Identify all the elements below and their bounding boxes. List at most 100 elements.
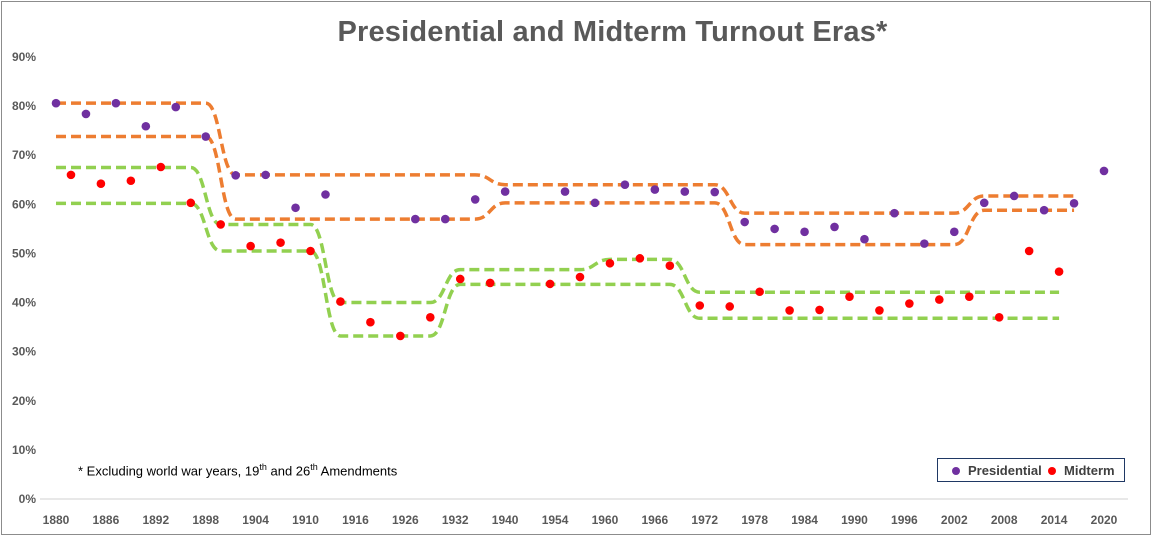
midterm-point (66, 170, 76, 180)
midterm-era-lower (56, 201, 1060, 338)
presidential-point (201, 132, 211, 141)
legend-marker-midterm (1048, 466, 1056, 475)
midterm-point (336, 297, 345, 306)
presidential-point (920, 239, 929, 248)
x-tick-label: 2002 (941, 513, 968, 527)
presidential-point (1009, 191, 1019, 201)
x-tick-label: 1910 (292, 513, 319, 527)
midterm-point (725, 302, 735, 311)
x-tick-label: 1960 (592, 513, 619, 527)
presidential-point (710, 187, 720, 197)
midterm-point (695, 301, 705, 310)
x-tick-label: 1984 (791, 513, 818, 527)
legend-label-midterm: Midterm (1064, 463, 1115, 478)
x-tick-label: 1996 (891, 513, 918, 527)
x-tick-label: 1916 (342, 513, 369, 527)
presidential-era-lower (56, 134, 1075, 247)
x-tick-label: 1904 (242, 513, 269, 527)
presidential-point (231, 171, 240, 180)
presidential-point (1069, 199, 1079, 208)
presidential-point (321, 190, 330, 199)
y-tick-label: 40% (12, 296, 36, 310)
midterm-point (545, 279, 555, 289)
y-tick-label: 90% (12, 50, 36, 64)
presidential-point (890, 208, 899, 218)
presidential-point (800, 227, 809, 237)
y-tick-label: 50% (12, 246, 36, 260)
annotation-sup-2: th (310, 462, 318, 472)
midterm-point (875, 306, 884, 315)
annotation-sup-1: th (259, 462, 267, 472)
midterm-point (126, 176, 136, 186)
midterm-point (485, 278, 495, 288)
presidential-point (740, 217, 749, 227)
midterm-point (366, 317, 375, 327)
x-tick-label: 1990 (841, 513, 868, 527)
midterm-point (605, 258, 615, 268)
presidential-point (620, 180, 630, 189)
y-tick-label: 80% (12, 99, 36, 113)
y-tick-label: 0% (19, 492, 37, 506)
midterm-point (815, 305, 824, 315)
y-tick-label: 20% (12, 394, 36, 408)
y-tick-label: 70% (12, 148, 36, 162)
midterm-point (1024, 246, 1034, 256)
midterm-point (396, 331, 405, 341)
annotation-mid: and 26 (266, 463, 311, 479)
x-tick-label: 1898 (192, 513, 219, 527)
midterm-point (575, 272, 585, 282)
presidential-point (560, 187, 570, 196)
legend-item-midterm: Midterm (1048, 463, 1115, 478)
presidential-point (770, 224, 779, 234)
x-tick-label: 1966 (642, 513, 669, 527)
x-tick-label: 1880 (43, 513, 70, 527)
midterm-point (216, 220, 225, 229)
midterm-point (455, 274, 465, 284)
x-tick-label: 1972 (691, 513, 718, 527)
presidential-point (51, 98, 61, 108)
midterm-point (246, 241, 255, 251)
midterm-point (635, 254, 645, 263)
midterm-point (306, 246, 315, 256)
midterm-point (905, 299, 914, 308)
x-tick-label: 1926 (392, 513, 419, 527)
midterm-era-upper (56, 165, 1060, 305)
y-tick-label: 10% (12, 443, 36, 457)
x-tick-label: 1978 (741, 513, 768, 527)
midterm-point (994, 312, 1004, 322)
presidential-point (291, 203, 300, 213)
x-tick-label: 2020 (1091, 513, 1118, 527)
x-tick-label: 2014 (1041, 513, 1068, 527)
legend-marker-presidential (952, 466, 960, 475)
chart-title: Presidential and Midterm Turnout Eras* (337, 16, 888, 48)
x-tick-label: 2008 (991, 513, 1018, 527)
x-tick-label: 1892 (142, 513, 169, 527)
presidential-point (411, 214, 420, 224)
x-tick-label: 1886 (93, 513, 120, 527)
x-tick-label: 1954 (542, 513, 569, 527)
presidential-point (830, 222, 839, 232)
presidential-point (979, 198, 989, 208)
midterm-point (845, 292, 854, 301)
presidential-point (261, 170, 270, 180)
midterm-point (964, 292, 974, 301)
presidential-point (81, 109, 91, 119)
midterm-point (665, 261, 675, 271)
midterm-point (755, 287, 764, 297)
presidential-point (590, 198, 600, 208)
legend-label-presidential: Presidential (968, 463, 1042, 478)
presidential-point (500, 187, 510, 196)
midterm-point (935, 295, 944, 304)
presidential-point (650, 185, 660, 194)
midterm-point (1054, 267, 1064, 276)
presidential-point (111, 98, 121, 108)
midterm-point (425, 312, 435, 322)
y-tick-label: 60% (12, 197, 36, 211)
presidential-point (1039, 205, 1049, 215)
annotation-prefix: * Excluding world war years, 19 (78, 463, 260, 479)
midterm-point (156, 162, 166, 172)
annotation-suffix: Amendments (317, 463, 398, 479)
presidential-point (141, 121, 151, 131)
